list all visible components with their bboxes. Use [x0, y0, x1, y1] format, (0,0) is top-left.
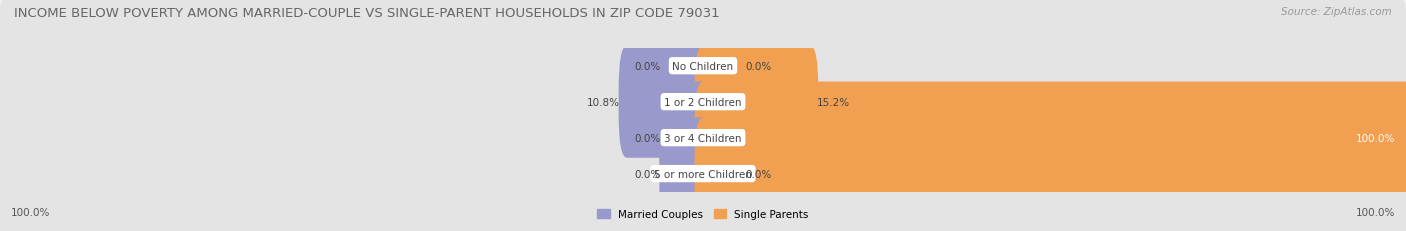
- FancyBboxPatch shape: [695, 118, 747, 230]
- Text: INCOME BELOW POVERTY AMONG MARRIED-COUPLE VS SINGLE-PARENT HOUSEHOLDS IN ZIP COD: INCOME BELOW POVERTY AMONG MARRIED-COUPL…: [14, 7, 720, 20]
- Text: 0.0%: 0.0%: [745, 169, 772, 179]
- Text: 100.0%: 100.0%: [11, 207, 51, 218]
- Text: 0.0%: 0.0%: [745, 61, 772, 71]
- FancyBboxPatch shape: [659, 11, 711, 122]
- Text: 3 or 4 Children: 3 or 4 Children: [664, 133, 742, 143]
- FancyBboxPatch shape: [695, 46, 818, 158]
- FancyBboxPatch shape: [0, 105, 1406, 231]
- Text: 100.0%: 100.0%: [1355, 133, 1395, 143]
- FancyBboxPatch shape: [695, 11, 747, 122]
- Text: 100.0%: 100.0%: [1355, 207, 1395, 218]
- FancyBboxPatch shape: [695, 82, 1406, 194]
- Text: 0.0%: 0.0%: [634, 61, 661, 71]
- FancyBboxPatch shape: [0, 33, 1406, 171]
- FancyBboxPatch shape: [0, 69, 1406, 207]
- Legend: Married Couples, Single Parents: Married Couples, Single Parents: [593, 205, 813, 224]
- Text: Source: ZipAtlas.com: Source: ZipAtlas.com: [1281, 7, 1392, 17]
- Text: 10.8%: 10.8%: [588, 97, 620, 107]
- Text: 5 or more Children: 5 or more Children: [654, 169, 752, 179]
- FancyBboxPatch shape: [659, 82, 711, 194]
- Text: No Children: No Children: [672, 61, 734, 71]
- Text: 1 or 2 Children: 1 or 2 Children: [664, 97, 742, 107]
- Text: 0.0%: 0.0%: [634, 133, 661, 143]
- Text: 0.0%: 0.0%: [634, 169, 661, 179]
- Text: 15.2%: 15.2%: [817, 97, 851, 107]
- FancyBboxPatch shape: [659, 118, 711, 230]
- FancyBboxPatch shape: [619, 46, 711, 158]
- FancyBboxPatch shape: [0, 0, 1406, 135]
